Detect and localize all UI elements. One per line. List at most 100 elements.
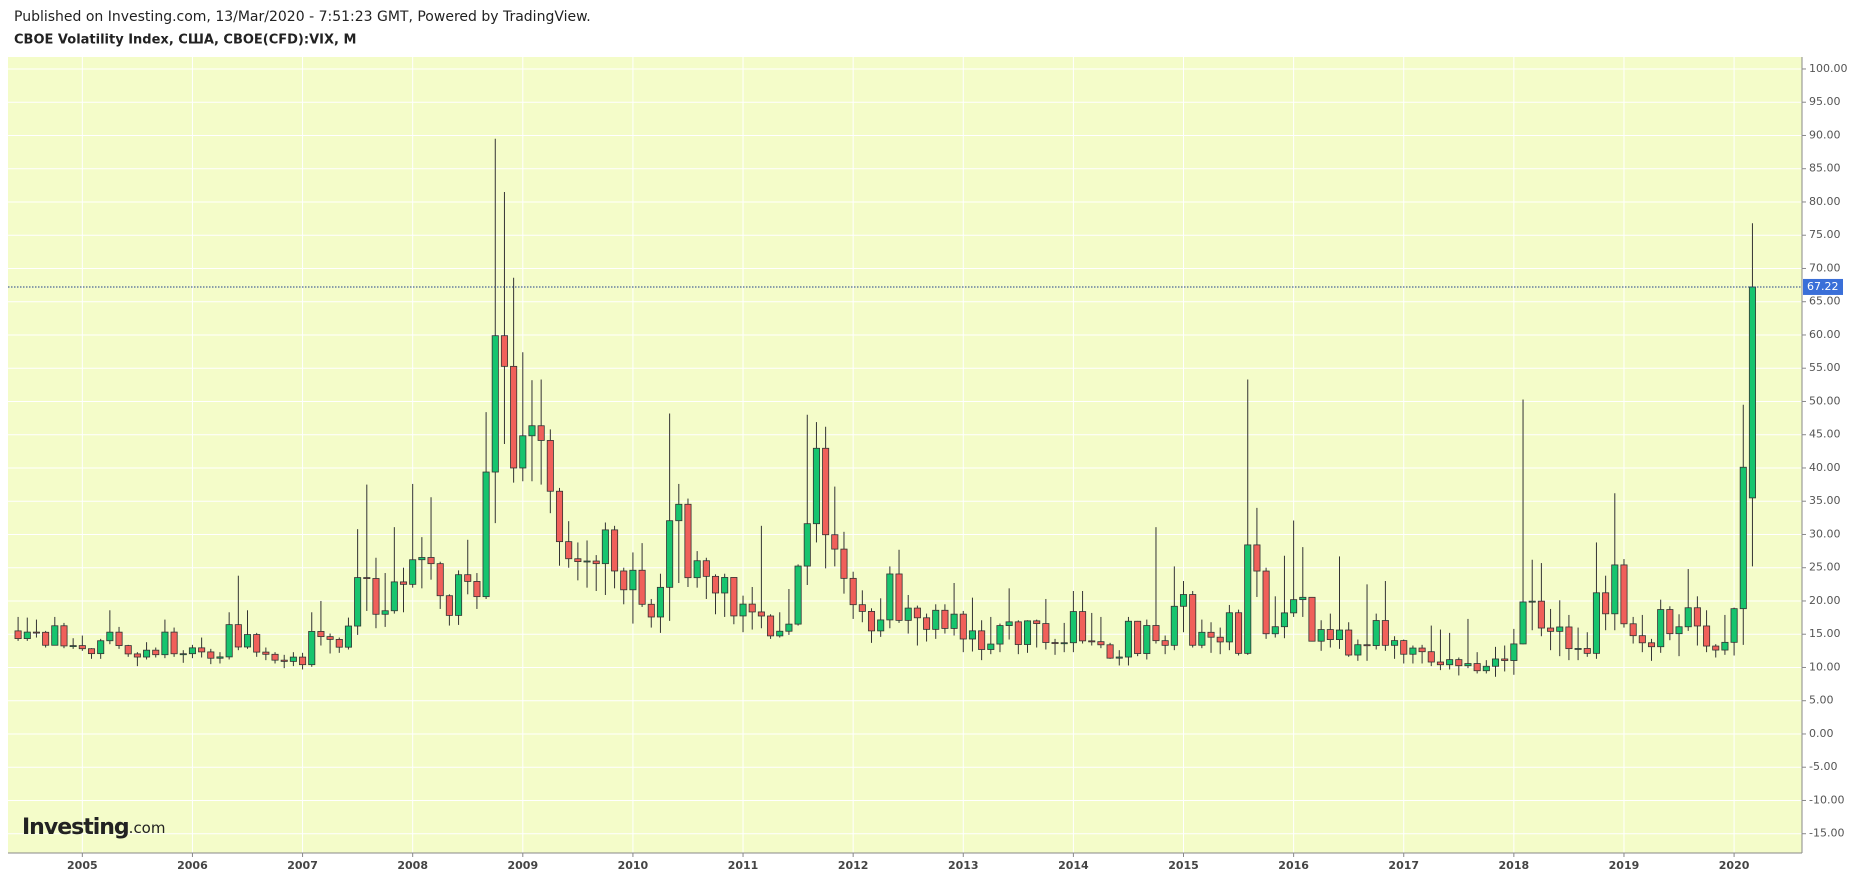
candle-body — [1400, 640, 1408, 655]
candle-body — [510, 365, 518, 469]
y-tick-label: -5.00 — [1809, 760, 1837, 773]
candle-body — [1556, 626, 1564, 632]
candle-body — [1079, 611, 1087, 642]
candle-body — [1583, 648, 1591, 654]
candle-body — [1244, 544, 1252, 654]
candle-body — [436, 563, 444, 597]
candle-body — [675, 503, 683, 522]
candle-body — [1537, 600, 1545, 629]
candle-body — [1510, 643, 1518, 661]
candle-body — [1189, 594, 1197, 646]
candles — [14, 138, 1756, 677]
candle-body — [877, 619, 885, 632]
y-tick-label: 40.00 — [1809, 461, 1841, 474]
candle-body — [271, 653, 279, 661]
y-tick-label: 5.00 — [1809, 694, 1834, 707]
candle-body — [1225, 612, 1233, 643]
candle-body — [1748, 286, 1756, 499]
candle-body — [941, 609, 949, 629]
candle-body — [1574, 648, 1582, 650]
candle-body — [1115, 656, 1123, 659]
grid — [8, 57, 1802, 853]
candle-body — [1170, 605, 1178, 646]
candle-body — [849, 577, 857, 606]
last-price-badge — [1803, 278, 1843, 295]
y-tick-label: 35.00 — [1809, 494, 1841, 507]
candle-body — [198, 647, 206, 653]
candle-body — [1620, 564, 1628, 625]
candle-body — [87, 648, 96, 655]
candle-body — [831, 534, 839, 550]
candle-body — [1088, 640, 1096, 643]
watermark-suffix: .com — [129, 819, 166, 837]
candle-body — [1308, 596, 1316, 642]
y-tick-label: 75.00 — [1809, 228, 1841, 241]
x-tick-label: 2006 — [177, 859, 208, 872]
published-note: Published on Investing.com, 13/Mar/2020 … — [14, 9, 591, 25]
candle-body — [1381, 620, 1389, 646]
candle-body — [1482, 665, 1490, 672]
candle-body — [1235, 612, 1243, 654]
candle-body — [721, 577, 729, 594]
candle-body — [326, 636, 334, 640]
candle-body — [1161, 640, 1169, 646]
candle-body — [491, 335, 499, 473]
x-tick-label: 2017 — [1388, 859, 1419, 872]
candle-body — [666, 520, 674, 588]
candle-body — [335, 639, 343, 648]
x-tick-label: 2019 — [1609, 859, 1640, 872]
candle-body — [757, 611, 765, 617]
y-tick-label: 85.00 — [1809, 162, 1841, 175]
candle-body — [565, 541, 573, 560]
y-tick-label: -15.00 — [1809, 827, 1844, 840]
candle-body — [207, 651, 215, 659]
candle-body — [1290, 599, 1298, 614]
candle-body — [23, 631, 31, 640]
candle-body — [913, 607, 921, 619]
candle-body — [1721, 641, 1729, 651]
candle-body — [1547, 627, 1555, 632]
candle-body — [482, 471, 490, 598]
candle-body — [399, 581, 408, 585]
x-tick-label: 2007 — [287, 859, 318, 872]
y-tick-label: 95.00 — [1809, 95, 1841, 108]
candle-body — [895, 573, 903, 621]
candle-body — [381, 610, 389, 615]
candle-body — [785, 623, 793, 632]
candle-body — [179, 653, 187, 656]
candle-body — [611, 529, 619, 572]
candle-body — [950, 613, 958, 629]
candle-body — [1372, 620, 1380, 646]
candle-body — [1712, 645, 1720, 651]
candle-body — [776, 630, 784, 637]
candle-body — [1014, 621, 1022, 645]
y-tick-label: 90.00 — [1809, 128, 1841, 141]
candle-body — [1703, 625, 1711, 647]
candle-body — [1363, 644, 1371, 647]
candle-body — [1198, 631, 1206, 646]
candle-body — [923, 617, 931, 630]
candle-body — [546, 440, 554, 492]
candle-body — [464, 574, 472, 582]
candle-body — [1684, 607, 1692, 628]
candle-body — [537, 425, 545, 441]
candle-body — [1271, 626, 1279, 635]
candle-body — [344, 625, 352, 648]
candle-body — [1023, 620, 1032, 645]
watermark: Investing.com — [22, 815, 165, 840]
candle-body — [702, 560, 710, 577]
candle-body — [1152, 625, 1160, 642]
x-tick-label: 2009 — [507, 859, 538, 872]
candle-body — [133, 653, 141, 658]
candle-body — [60, 625, 68, 647]
x-tick-label: 2020 — [1719, 859, 1750, 872]
candle-body — [822, 447, 830, 536]
candle-body — [354, 577, 362, 627]
candle-body — [1097, 641, 1105, 646]
candle-body — [14, 630, 22, 640]
candle-body — [1134, 620, 1142, 654]
candle-body — [1592, 592, 1600, 654]
candle-body — [1179, 594, 1188, 607]
candle-body — [280, 659, 288, 662]
